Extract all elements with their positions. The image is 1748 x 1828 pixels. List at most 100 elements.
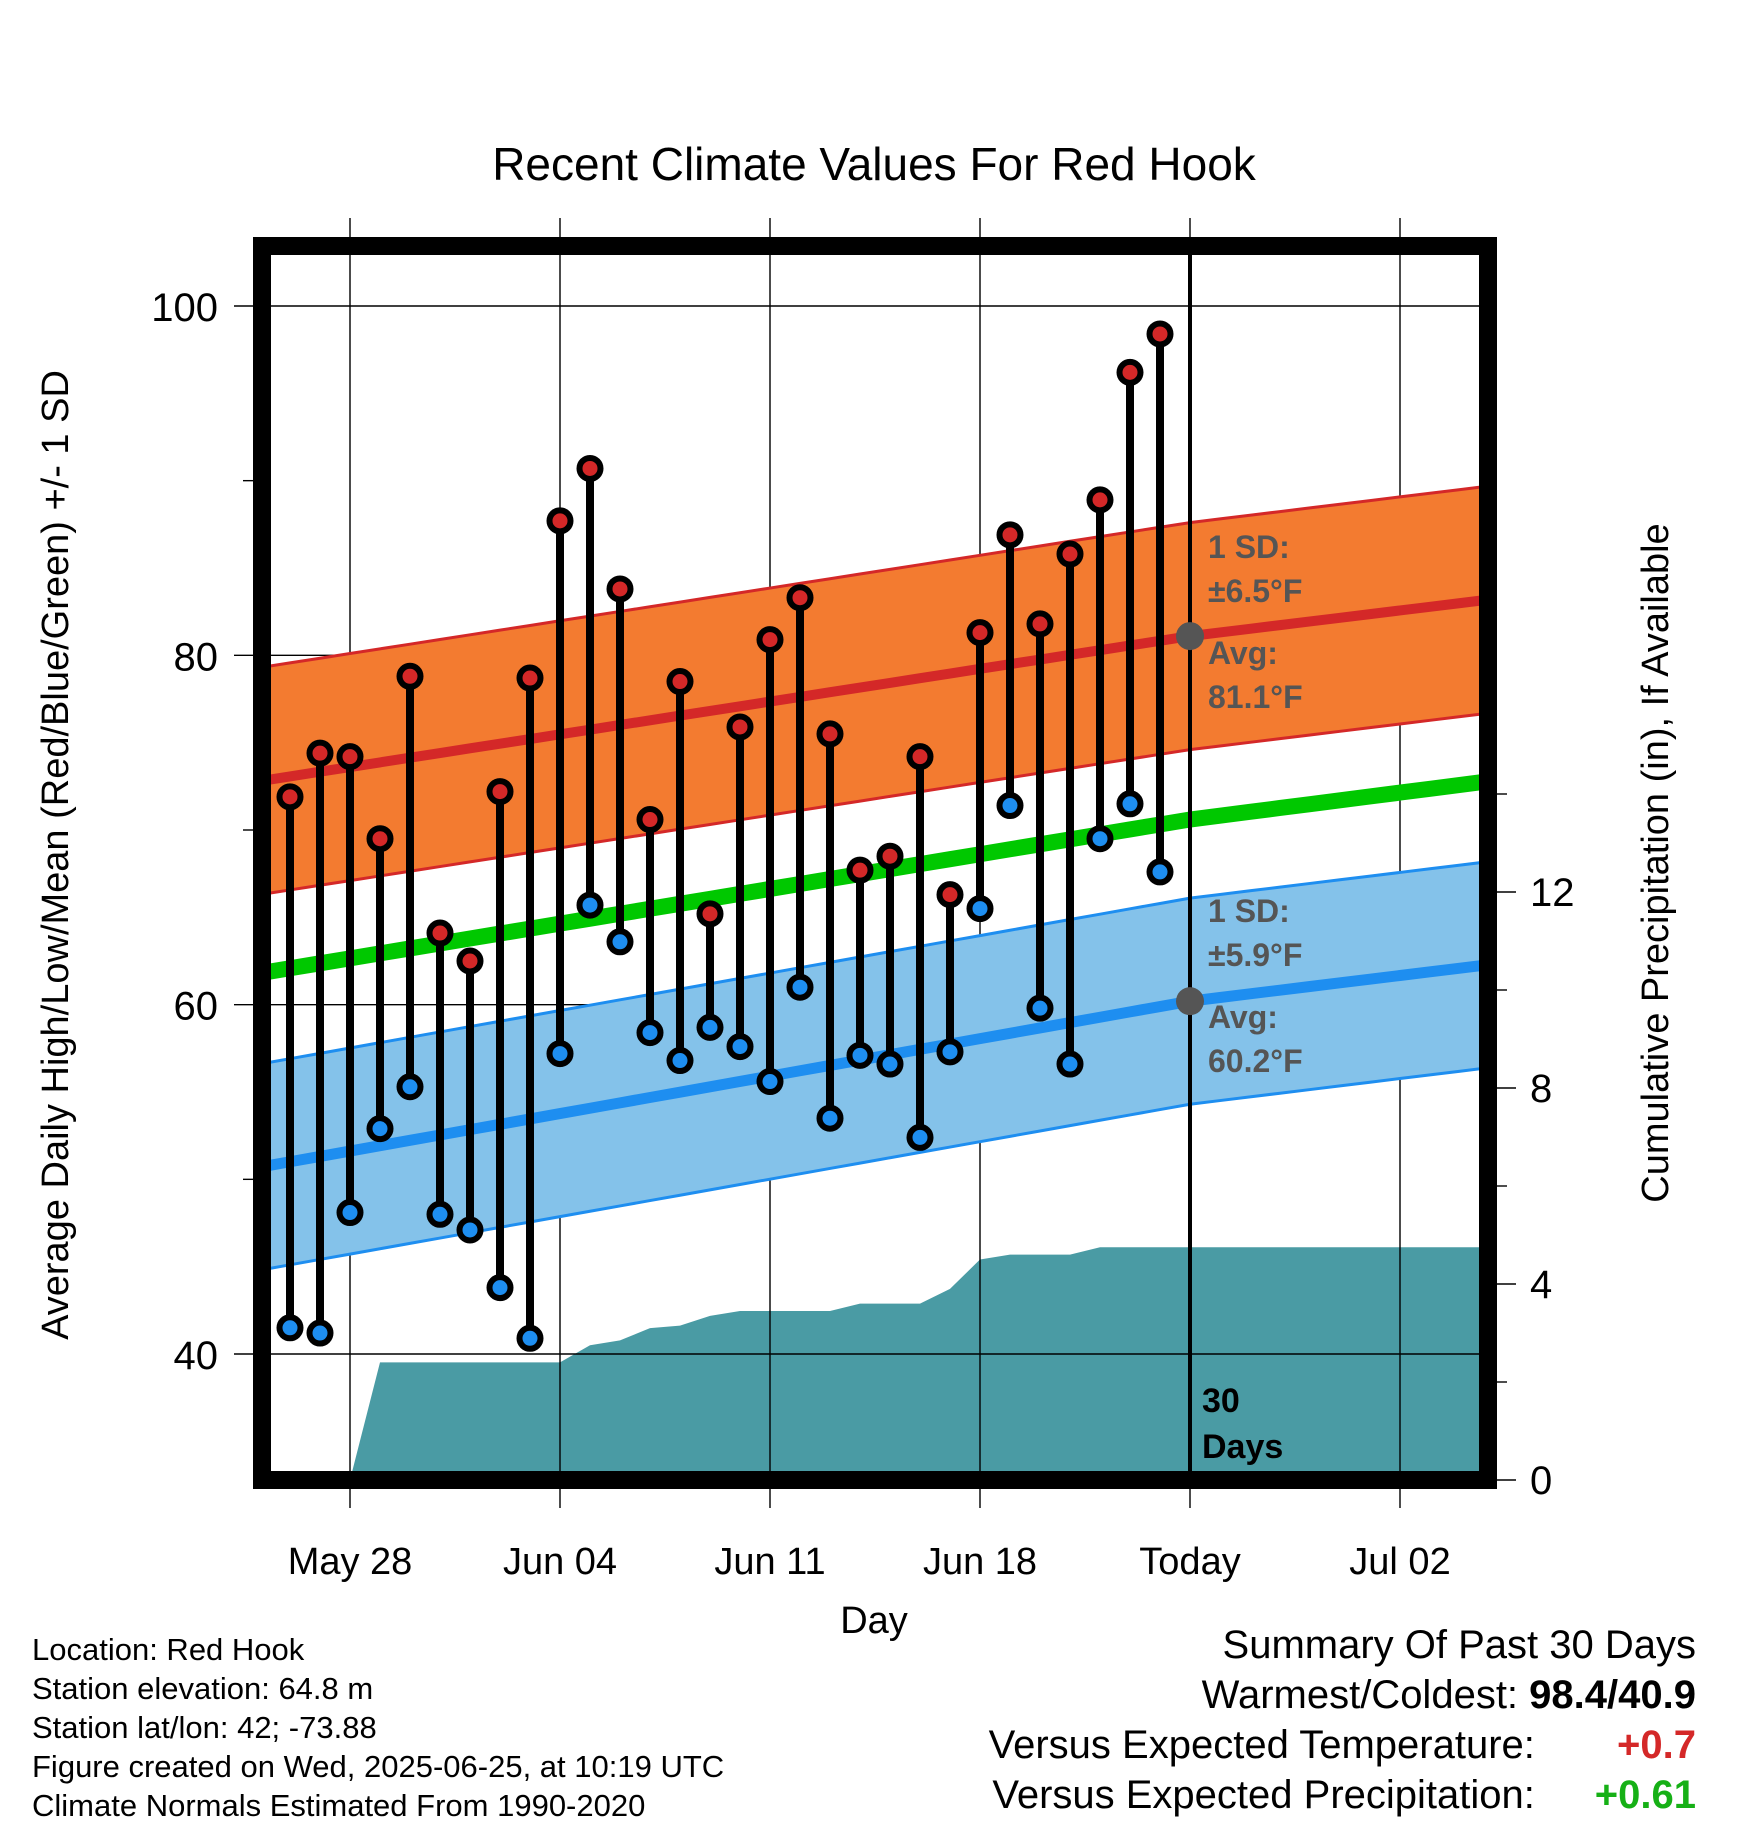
low-point	[276, 1314, 304, 1342]
precip-area	[350, 1247, 1488, 1480]
high-point	[786, 584, 814, 612]
low-point	[636, 1019, 664, 1047]
x-tick-label: Jun 18	[923, 1541, 1037, 1583]
y2-axis-label: Cumulative Precipitation (in), If Availa…	[1635, 523, 1677, 1202]
today-low-avg-point	[1176, 987, 1204, 1016]
y2-tick-label: 4	[1530, 1263, 1552, 1307]
high-point	[516, 664, 544, 692]
summary-title: Summary Of Past 30 Days	[1222, 1623, 1696, 1667]
low-point	[366, 1115, 394, 1143]
low-point	[1116, 790, 1144, 818]
y-tick-label: 40	[174, 1334, 219, 1378]
low-point	[786, 973, 814, 1001]
low-point	[606, 928, 634, 956]
high-point	[336, 743, 364, 771]
low-point	[846, 1041, 874, 1069]
low-point	[576, 891, 604, 919]
low-point	[1056, 1050, 1084, 1078]
summary-warm-cold: Warmest/Coldest: 98.4/40.9	[989, 1670, 1696, 1720]
plot-inner	[262, 246, 1488, 1480]
high-point	[546, 507, 574, 535]
low-point	[336, 1199, 364, 1227]
info-created: Figure created on Wed, 2025-06-25, at 10…	[32, 1749, 725, 1784]
y-tick-label: 80	[174, 635, 219, 679]
high-point	[1086, 486, 1114, 514]
high-point	[666, 668, 694, 696]
high-point	[756, 626, 784, 654]
x-tick-label: Jun 11	[714, 1541, 825, 1583]
high-point	[396, 662, 424, 690]
high-point	[1116, 358, 1144, 386]
annotation-high-sd-label: 1 SD:	[1208, 529, 1290, 565]
x-axis-label: Day	[840, 1600, 908, 1642]
annotation-low-avg-label: Avg:	[1208, 999, 1278, 1035]
station-info: Location: Red Hook Station elevation: 64…	[32, 1630, 724, 1825]
precip-departure-value: +0.61	[1594, 1773, 1696, 1817]
high-point	[906, 743, 934, 771]
low-point	[546, 1040, 574, 1068]
annotation-high-avg-value: 81.1°F	[1208, 679, 1303, 715]
low-point	[966, 895, 994, 923]
high-point	[426, 919, 454, 947]
high-point	[636, 806, 664, 834]
temp-departure-label: Versus Expected Temperature:	[988, 1723, 1535, 1767]
mean-normal-line	[262, 773, 1488, 982]
info-location: Location: Red Hook	[32, 1632, 305, 1667]
info-latlon: Station lat/lon: 42; -73.88	[32, 1710, 377, 1745]
high-point	[996, 521, 1024, 549]
info-normals: Climate Normals Estimated From 1990-2020	[32, 1788, 646, 1823]
low-point	[306, 1319, 334, 1347]
high-point	[966, 619, 994, 647]
high-point	[726, 713, 754, 741]
annotation-high-sd-value: ±6.5°F	[1208, 573, 1302, 609]
plot-frame	[253, 237, 1497, 1489]
high-point	[456, 947, 484, 975]
annotation-days-count: 30	[1202, 1382, 1240, 1420]
low-point	[696, 1013, 724, 1041]
warm-cold-label: Warmest/Coldest:	[1201, 1673, 1519, 1717]
summary-precip: Versus Expected Precipitation: +0.61	[989, 1770, 1696, 1820]
low-point	[906, 1123, 934, 1151]
low-point	[726, 1033, 754, 1061]
low-point	[1146, 858, 1174, 886]
today-high-avg-point	[1176, 622, 1204, 651]
x-tick-label: Jul 02	[1349, 1541, 1450, 1583]
annotation-low-sd-label: 1 SD:	[1208, 893, 1290, 929]
high-normal-band-lower	[262, 711, 1488, 896]
low-point	[876, 1050, 904, 1078]
summary-temp: Versus Expected Temperature: +0.7	[989, 1720, 1696, 1770]
high-point	[1146, 320, 1174, 348]
low-point	[486, 1274, 514, 1302]
low-point	[516, 1324, 544, 1352]
low-normal-band	[262, 861, 1488, 1270]
high-point	[606, 575, 634, 603]
low-point	[396, 1073, 424, 1101]
y-axis-label: Average Daily High/Low/Mean (Red/Blue/Gr…	[35, 370, 77, 1340]
high-point	[1056, 540, 1084, 568]
plot-area: 1 SD: ±6.5°F Avg: 81.1°F 1 SD: ±5.9°F Avg: 60.2…	[151, 218, 1575, 1583]
high-point	[486, 778, 514, 806]
high-point	[936, 881, 964, 909]
low-point	[1026, 994, 1054, 1022]
high-point	[1026, 610, 1054, 638]
x-tick-label: May 28	[288, 1541, 413, 1583]
precip-departure-label: Versus Expected Precipitation:	[992, 1773, 1535, 1817]
annotation-low-sd-value: ±5.9°F	[1208, 937, 1302, 973]
annotation-high-avg-label: Avg:	[1208, 635, 1278, 671]
annotation-days-label: Days	[1202, 1428, 1283, 1466]
low-point	[816, 1104, 844, 1132]
warm-cold-value: 98.4/40.9	[1529, 1673, 1696, 1717]
y2-tick-label: 12	[1530, 871, 1575, 915]
low-normal-band-upper	[262, 860, 1488, 1066]
high-point	[576, 454, 604, 482]
low-normal-line	[262, 959, 1488, 1173]
temp-departure-value: +0.7	[1617, 1723, 1696, 1767]
summary-panel: Summary Of Past 30 Days Warmest/Coldest:…	[989, 1620, 1696, 1820]
high-point	[276, 783, 304, 811]
low-point	[666, 1047, 694, 1075]
high-point	[366, 825, 394, 853]
annotation-low-avg-value: 60.2°F	[1208, 1043, 1303, 1079]
high-normal-line	[262, 594, 1488, 786]
high-point	[876, 842, 904, 870]
